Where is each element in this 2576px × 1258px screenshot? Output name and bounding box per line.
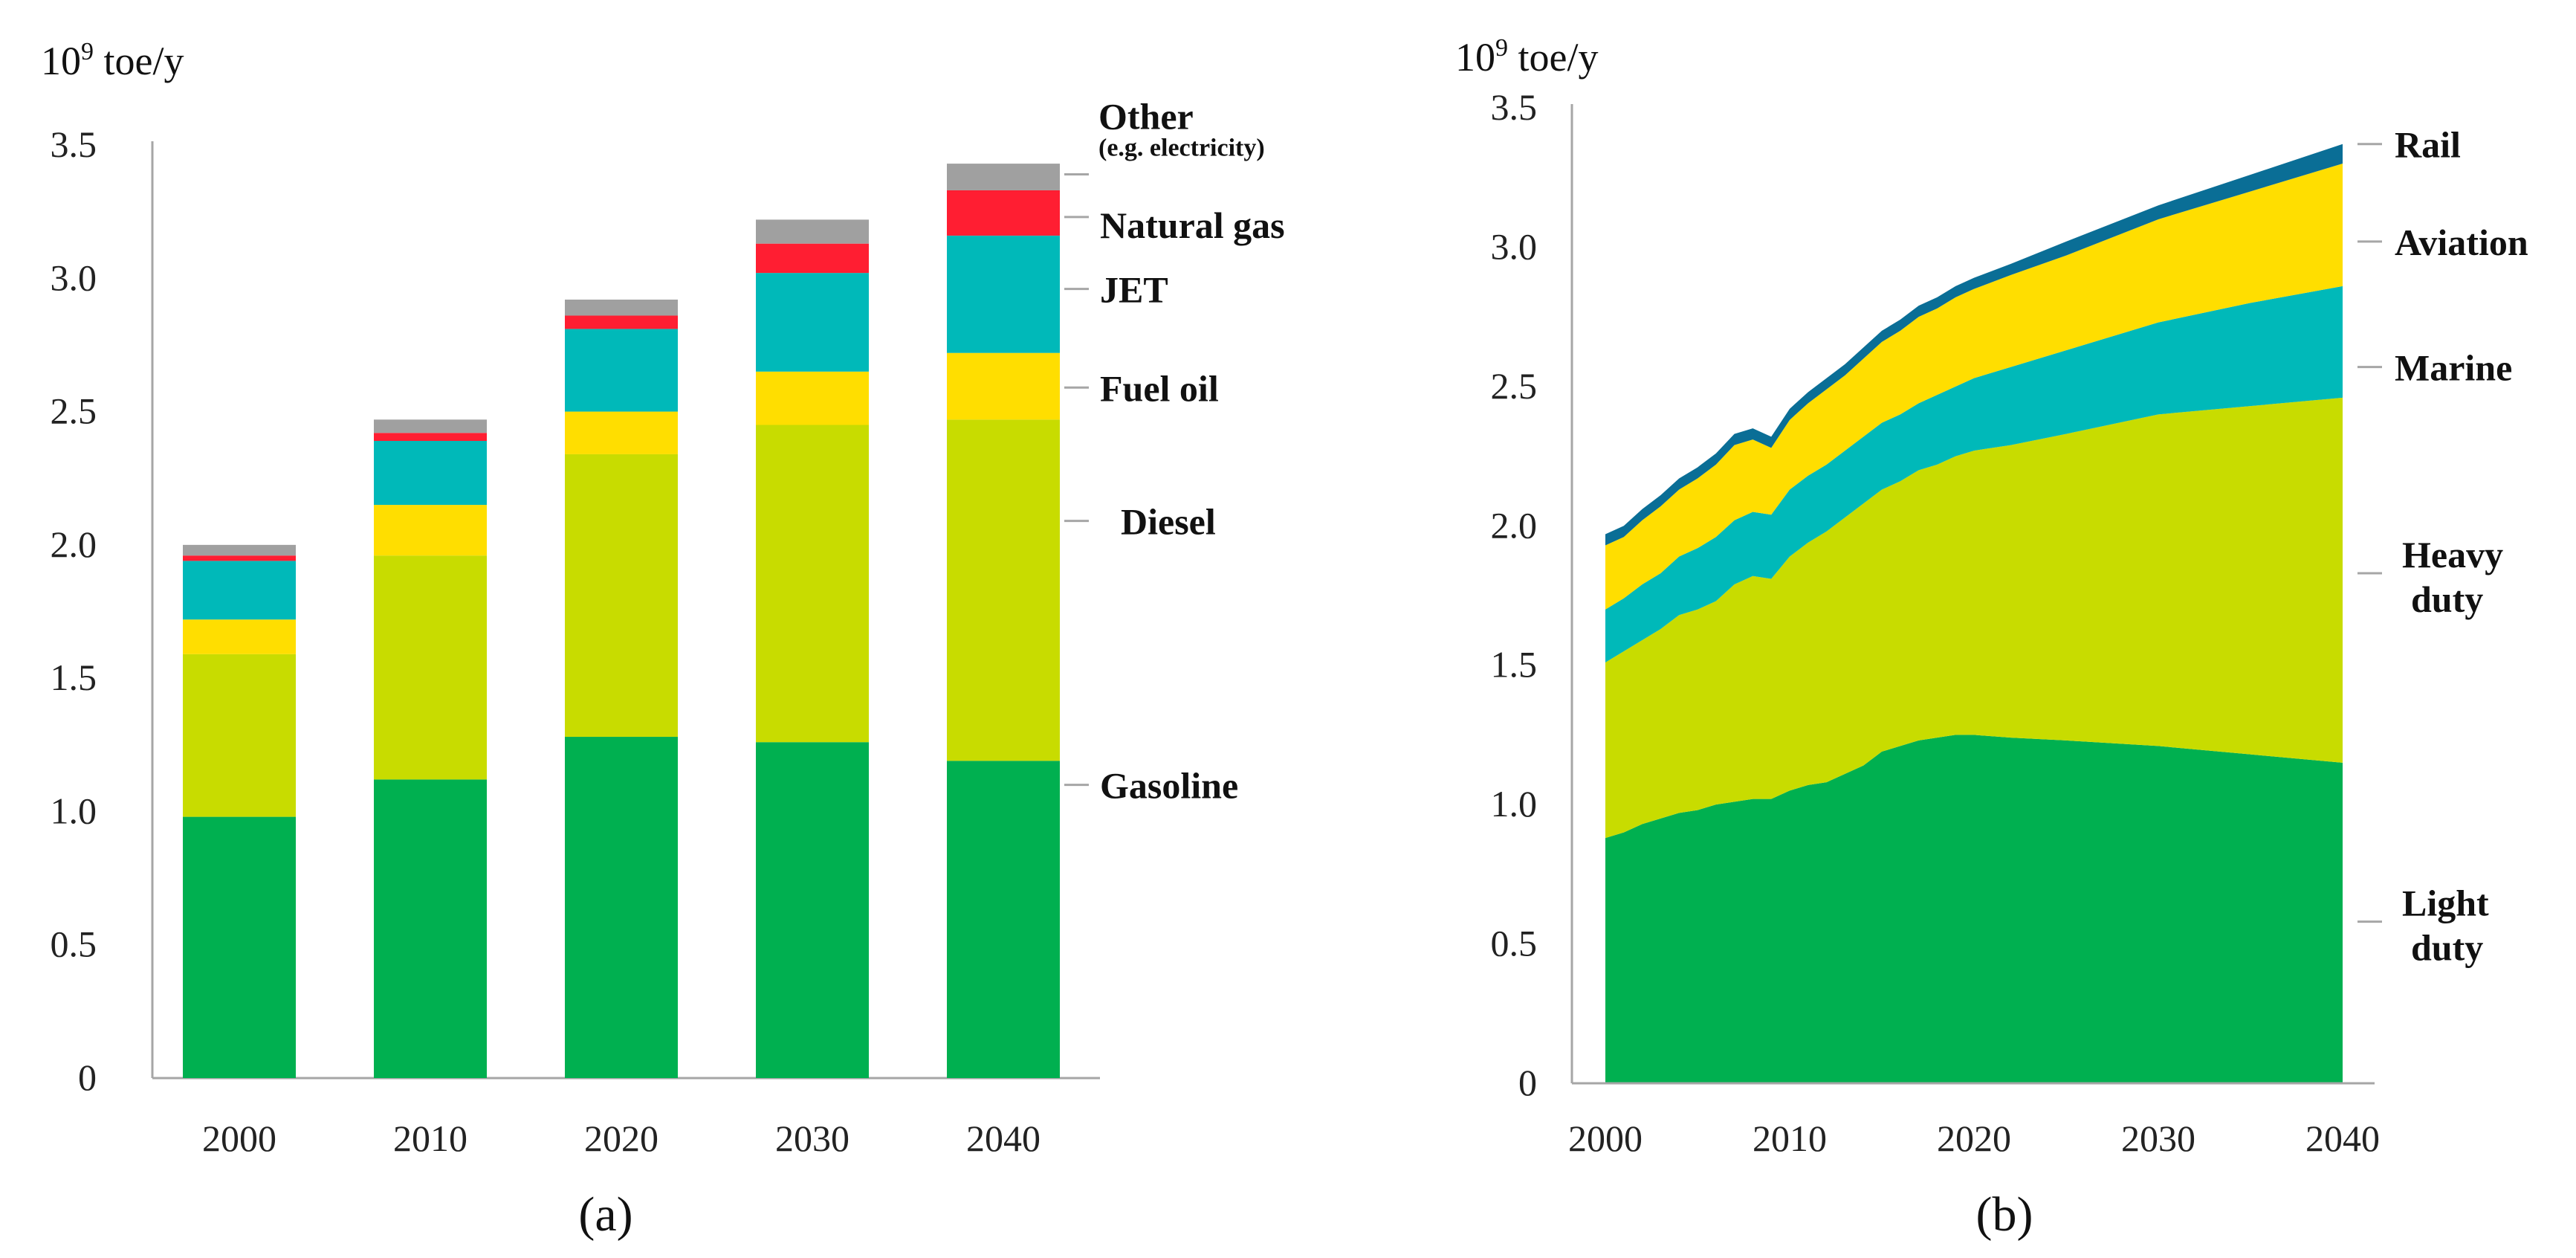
x-tick-label: 2010 [1753,1117,1827,1159]
bar-jet-2000 [183,561,296,620]
y-unit-label-a: 109 toe/y [41,38,184,83]
y-tick-label: 0 [78,1057,97,1098]
bar-natural-gas-2040 [947,190,1060,236]
bar-diesel-2020 [565,454,678,738]
bar-natural-gas-2030 [756,243,869,274]
chart-panel-a: 0 0.5 1.0 1.5 2.0 2.5 3.0 3.5 109 toe/y 2000 2010 2… [41,38,1285,1242]
y-tick-label: 1.0 [1491,783,1538,825]
bar-fuel-oil-2020 [565,411,678,454]
area-heavy-duty [1605,397,2343,839]
bar-diesel-2000 [183,654,296,817]
panel-label-a: (a) [578,1187,632,1242]
x-tick-label: 2040 [966,1117,1041,1159]
series-label-heavy-duty: Heavy [2402,534,2503,575]
chart-panel-b: 0 0.5 1.0 1.5 2.0 2.5 3.0 3.5 109 toe/y 2000 2010 2… [1455,34,2528,1242]
y-tick-label: 2.0 [1491,504,1538,546]
y-tick-label: 0 [1518,1062,1537,1103]
series-label-diesel: Diesel [1121,501,1216,543]
bar-diesel-2010 [374,555,487,780]
area-light-duty [1605,735,2343,1083]
series-label-gasoline: Gasoline [1100,765,1238,807]
x-tick-label: 2000 [1568,1117,1643,1159]
area-aviation [1605,163,2343,610]
x-tick-label: 2030 [775,1117,850,1159]
bar-gasoline-2040 [947,761,1060,1078]
bar-natural-gas-2010 [374,433,487,442]
bar-other-2010 [374,419,487,433]
bar-gasoline-2010 [374,779,487,1078]
y-tick-label: 3.0 [1491,225,1538,267]
bar-gasoline-2000 [183,816,296,1078]
series-label-fuel-oil: Fuel oil [1100,367,1219,409]
x-tick-label: 2000 [202,1117,276,1159]
area-marine [1605,286,2343,662]
y-tick-label: 3.5 [51,123,97,165]
bar-jet-2030 [756,273,869,372]
y-tick-label: 3.0 [51,257,97,298]
y-tick-label: 0.5 [51,923,97,965]
series-label-natural-gas: Natural gas [1100,204,1285,246]
bar-fuel-oil-2000 [183,619,296,654]
bar-jet-2040 [947,235,1060,353]
y-tick-label: 1.5 [51,657,97,698]
x-tick-label: 2040 [2305,1117,2380,1159]
bar-fuel-oil-2030 [756,371,869,425]
bar-other-2000 [183,544,296,556]
bar-other-2020 [565,299,678,316]
series-label-other: Other [1098,95,1194,137]
panel-label-b: (b) [1976,1187,2033,1242]
bar-gasoline-2030 [756,742,869,1078]
series-label-heavy-duty-line2: duty [2411,578,2483,620]
series-label-rail: Rail [2395,124,2461,166]
y-tick-label: 2.5 [1491,365,1538,407]
series-label-light-duty: Light [2402,883,2489,924]
bar-natural-gas-2000 [183,555,296,561]
series-sublabel-other: (e.g. electricity) [1098,134,1265,161]
bar-gasoline-2020 [565,737,678,1078]
bar-diesel-2030 [756,425,869,743]
x-tick-label: 2030 [2121,1117,2195,1159]
bar-other-2040 [947,164,1060,190]
bar-fuel-oil-2040 [947,352,1060,420]
bar-other-2030 [756,219,869,244]
bar-fuel-oil-2010 [374,505,487,556]
area-rail [1605,143,2343,546]
bar-jet-2020 [565,329,678,412]
x-tick-label: 2020 [1937,1117,2011,1159]
bar-natural-gas-2020 [565,315,678,329]
y-tick-label: 2.0 [51,523,97,565]
series-label-aviation: Aviation [2395,222,2528,263]
bar-jet-2010 [374,441,487,506]
series-label-jet: JET [1100,269,1168,311]
x-tick-label: 2020 [584,1117,658,1159]
y-tick-label: 2.5 [51,390,97,432]
series-label-light-duty-line2: duty [2411,927,2483,969]
y-tick-label: 1.5 [1491,644,1538,686]
y-tick-label: 0.5 [1491,923,1538,964]
y-unit-label-b: 109 toe/y [1455,34,1598,80]
y-tick-label: 3.5 [1491,86,1538,128]
bar-diesel-2040 [947,419,1060,761]
x-tick-label: 2010 [393,1117,467,1159]
y-tick-label: 1.0 [51,790,97,831]
series-label-marine: Marine [2395,347,2512,389]
